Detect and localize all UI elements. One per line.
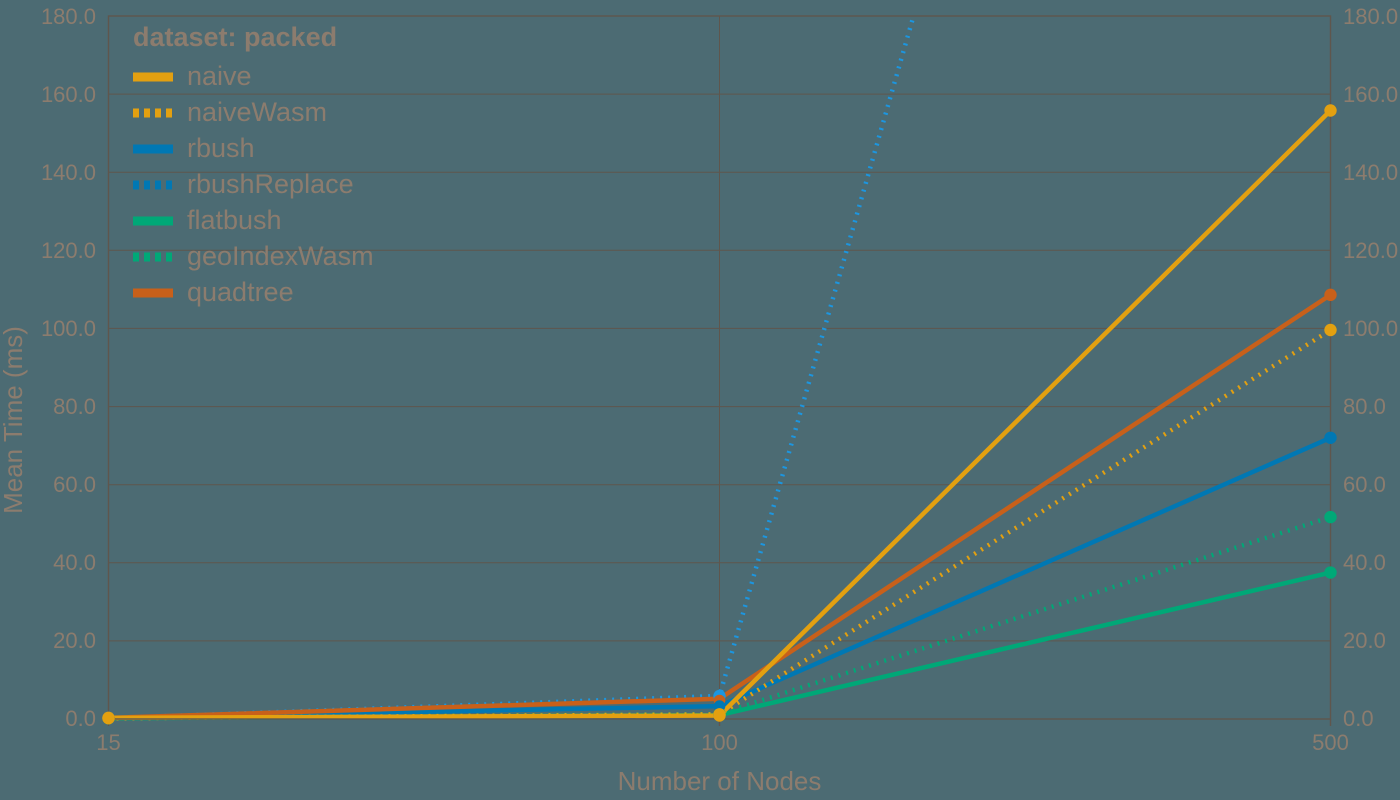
- svg-text:Number of Nodes: Number of Nodes: [618, 766, 822, 796]
- svg-text:160.0: 160.0: [41, 82, 96, 107]
- svg-text:naive: naive: [187, 61, 252, 91]
- svg-text:0.0: 0.0: [65, 706, 96, 731]
- svg-text:quadtree: quadtree: [187, 277, 294, 307]
- svg-text:120.0: 120.0: [1343, 238, 1398, 263]
- svg-text:geoIndexWasm: geoIndexWasm: [187, 241, 374, 271]
- svg-text:40.0: 40.0: [1343, 550, 1386, 575]
- svg-text:180.0: 180.0: [41, 4, 96, 29]
- svg-text:180.0: 180.0: [1343, 4, 1398, 29]
- svg-text:100.0: 100.0: [41, 316, 96, 341]
- svg-text:rbushReplace: rbushReplace: [187, 169, 354, 199]
- svg-text:dataset: packed: dataset: packed: [133, 22, 337, 52]
- svg-text:100: 100: [701, 730, 738, 755]
- svg-text:Mean Time (ms): Mean Time (ms): [0, 326, 28, 514]
- svg-text:140.0: 140.0: [41, 160, 96, 185]
- svg-text:60.0: 60.0: [53, 472, 96, 497]
- svg-text:15: 15: [96, 730, 120, 755]
- svg-text:20.0: 20.0: [53, 628, 96, 653]
- svg-text:flatbush: flatbush: [187, 205, 282, 235]
- svg-text:140.0: 140.0: [1343, 160, 1398, 185]
- svg-text:naiveWasm: naiveWasm: [187, 97, 327, 127]
- svg-text:160.0: 160.0: [1343, 82, 1398, 107]
- svg-text:20.0: 20.0: [1343, 628, 1386, 653]
- svg-text:40.0: 40.0: [53, 550, 96, 575]
- svg-text:0.0: 0.0: [1343, 706, 1374, 731]
- svg-text:rbush: rbush: [187, 133, 255, 163]
- svg-text:120.0: 120.0: [41, 238, 96, 263]
- svg-text:500: 500: [1312, 730, 1349, 755]
- svg-text:80.0: 80.0: [1343, 394, 1386, 419]
- svg-text:60.0: 60.0: [1343, 472, 1386, 497]
- svg-text:100.0: 100.0: [1343, 316, 1398, 341]
- svg-text:80.0: 80.0: [53, 394, 96, 419]
